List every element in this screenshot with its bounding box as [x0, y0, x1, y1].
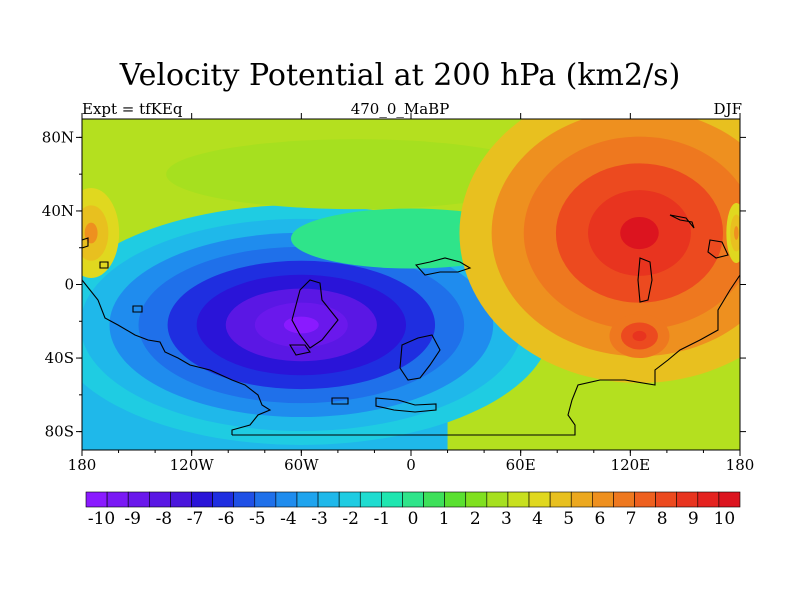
colorbar-swatch	[359, 491, 382, 508]
colorbar-swatch	[465, 491, 488, 508]
coastline	[289, 344, 311, 356]
field-band	[632, 330, 647, 342]
field-band	[620, 216, 659, 250]
x-tick-label: 180	[726, 456, 755, 474]
colorbar-label: -10	[88, 509, 115, 529]
colorbar-label: -6	[218, 509, 235, 529]
colorbar-swatch	[338, 491, 361, 508]
colorbar-swatch	[127, 491, 150, 508]
y-tick-label: 0	[64, 276, 74, 294]
coastline	[637, 257, 653, 303]
colorbar-label: -1	[374, 509, 391, 529]
colorbar-swatch	[528, 491, 551, 508]
coastline	[399, 334, 441, 381]
coastline	[375, 397, 437, 413]
x-axis: 180 120W 60W 0 60E 120E 180	[68, 113, 755, 474]
colorbar: -10 -9 -8 -7 -6 -5 -4 -3 -2 -1 0 1 2 3 4 5 6 7 8 9 10	[85, 491, 741, 529]
experiment-label: Expt = tfKEq	[82, 100, 183, 118]
x-tick-label: 120W	[170, 456, 215, 474]
colorbar-swatch	[275, 491, 298, 508]
colorbar-label: 4	[532, 509, 543, 529]
colorbar-swatch	[106, 491, 129, 508]
colorbar-swatch	[486, 491, 509, 508]
coastline	[82, 279, 272, 435]
field-band	[734, 226, 739, 240]
colorbar-swatch	[676, 491, 699, 508]
colorbar-swatch	[402, 491, 424, 508]
y-tick-label: 80S	[45, 423, 74, 441]
colorbar-label: 0	[408, 509, 419, 529]
colorbar-label: 8	[657, 509, 668, 529]
colorbar-swatch	[85, 491, 108, 508]
colorbar-swatch	[570, 491, 593, 508]
field-band	[166, 139, 547, 210]
plot-frame	[81, 118, 741, 451]
colorbar-swatch	[592, 491, 614, 508]
x-tick-label: 60W	[284, 456, 319, 474]
colorbar-swatch	[254, 491, 277, 508]
colorbar-swatch	[697, 491, 720, 508]
colorbar-label: 2	[470, 509, 481, 529]
x-tick-label: 180	[68, 456, 97, 474]
colorbar-label: 10	[714, 509, 736, 529]
colorbar-label: -4	[280, 509, 297, 529]
colorbar-swatch	[718, 491, 741, 508]
colorbar-swatch	[613, 491, 635, 508]
colorbar-label: -8	[156, 509, 173, 529]
colorbar-label: 9	[688, 509, 699, 529]
coastline-layer	[82, 214, 740, 436]
coastline	[132, 305, 143, 313]
colorbar-label: -9	[124, 509, 141, 529]
colorbar-swatch	[191, 491, 213, 508]
colorbar-label: 3	[501, 509, 512, 529]
colorbar-swatch	[296, 491, 319, 508]
colorbar-label: 6	[594, 509, 605, 529]
coastline	[291, 279, 339, 349]
colorbar-label: -2	[342, 509, 359, 529]
colorbar-swatch	[317, 491, 340, 508]
colorbar-swatch	[423, 491, 445, 508]
season-label: DJF	[713, 100, 742, 118]
colorbar-label: -7	[187, 509, 204, 529]
coastline	[414, 257, 472, 276]
coastline	[232, 274, 740, 436]
colorbar-swatch	[444, 491, 467, 508]
coastline	[669, 214, 695, 229]
colorbar-swatch	[233, 491, 256, 508]
coastline	[82, 237, 89, 249]
colorbar-swatch	[170, 491, 192, 508]
chart-title: Velocity Potential at 200 hPa (km2/s)	[119, 58, 681, 93]
colorbar-label: -5	[249, 509, 266, 529]
colorbar-swatch	[507, 491, 530, 508]
coastline	[707, 239, 729, 259]
case-label: 470_0_MaBP	[350, 100, 450, 118]
x-tick-label: 60E	[506, 456, 536, 474]
coastline	[99, 261, 109, 269]
colorbar-label: 1	[439, 509, 450, 529]
colorbar-swatch	[655, 491, 678, 508]
field-band	[283, 316, 319, 334]
y-tick-label: 80N	[42, 128, 74, 146]
x-tick-label: 120E	[611, 456, 651, 474]
colorbar-label: -3	[311, 509, 328, 529]
y-tick-label: 40N	[42, 202, 74, 220]
colorbar-swatch	[148, 491, 171, 508]
field-layer	[82, 119, 740, 450]
colorbar-label: 7	[626, 509, 637, 529]
colorbar-label: 5	[563, 509, 574, 529]
x-tick-label: 0	[406, 456, 416, 474]
coastline	[331, 397, 349, 405]
y-tick-label: 40S	[45, 349, 74, 367]
colorbar-swatch	[634, 491, 656, 508]
colorbar-swatch	[381, 491, 403, 508]
field-band	[84, 222, 98, 244]
colorbar-swatch	[549, 491, 572, 508]
colorbar-swatch	[212, 491, 234, 508]
